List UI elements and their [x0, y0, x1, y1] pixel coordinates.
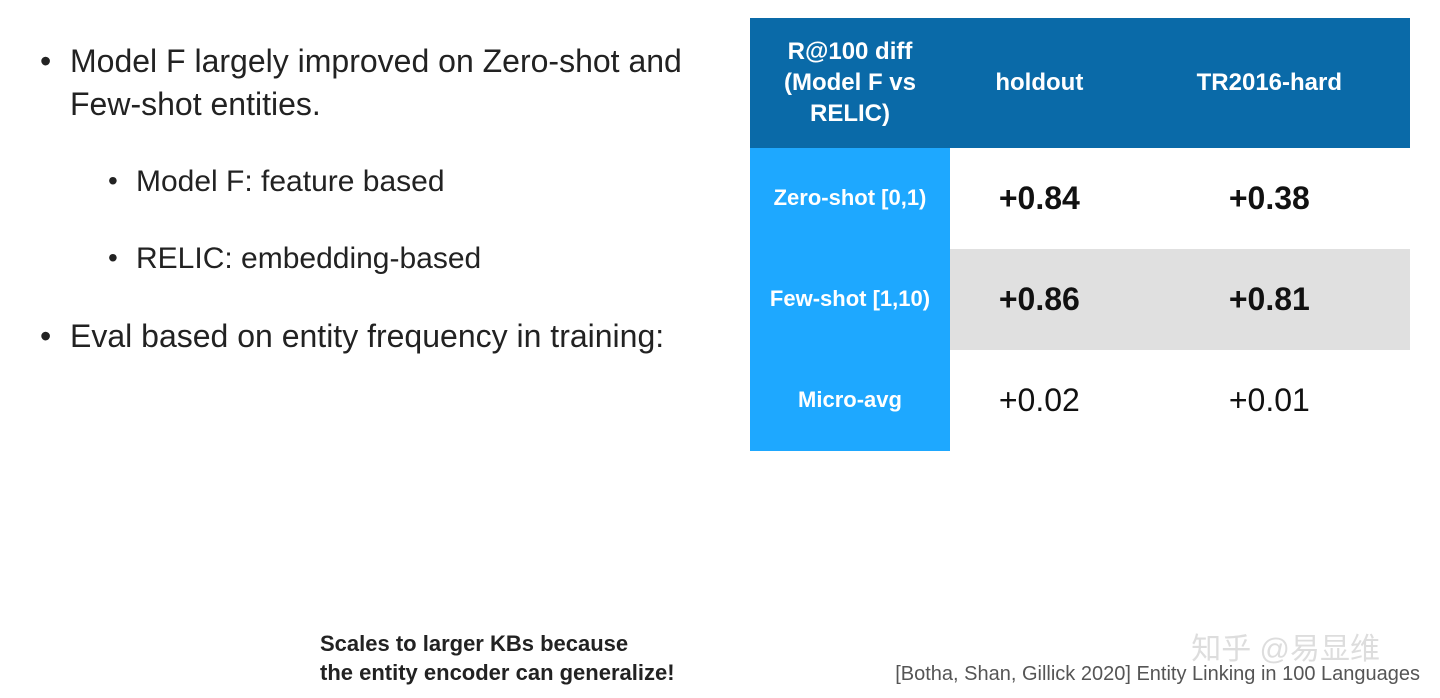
table-row: Few-shot [1,10) +0.86 +0.81: [750, 249, 1410, 350]
cell-few-holdout: +0.86: [950, 249, 1129, 350]
caption-line2: the entity encoder can generalize!: [320, 658, 675, 688]
citation: [Botha, Shan, Gillick 2020] Entity Linki…: [895, 663, 1420, 686]
row-label-micro: Micro-avg: [750, 350, 950, 451]
caption: Scales to larger KBs because the entity …: [320, 629, 675, 688]
cell-few-tr: +0.81: [1129, 249, 1410, 350]
cell-micro-holdout: +0.02: [950, 350, 1129, 451]
col-tr2016: TR2016-hard: [1129, 18, 1410, 148]
cell-micro-tr: +0.01: [1129, 350, 1410, 451]
col-metric: R@100 diff (Model F vs RELIC): [750, 18, 950, 148]
bullet-panel: Model F largely improved on Zero-shot an…: [0, 0, 750, 698]
bullet-1: Model F largely improved on Zero-shot an…: [40, 40, 730, 279]
table-header-row: R@100 diff (Model F vs RELIC) holdout TR…: [750, 18, 1410, 148]
table-row: Micro-avg +0.02 +0.01: [750, 350, 1410, 451]
row-label-few: Few-shot [1,10): [750, 249, 950, 350]
row-label-zero: Zero-shot [0,1): [750, 148, 950, 249]
table-row: Zero-shot [0,1) +0.84 +0.38: [750, 148, 1410, 249]
cell-zero-tr: +0.38: [1129, 148, 1410, 249]
results-table: R@100 diff (Model F vs RELIC) holdout TR…: [750, 18, 1410, 451]
cell-zero-holdout: +0.84: [950, 148, 1129, 249]
subbullet-1: Model F: feature based: [108, 162, 730, 203]
table-panel: R@100 diff (Model F vs RELIC) holdout TR…: [750, 0, 1440, 698]
caption-line1: Scales to larger KBs because: [320, 629, 675, 659]
col-holdout: holdout: [950, 18, 1129, 148]
bullet-1-text: Model F largely improved on Zero-shot an…: [70, 43, 682, 122]
bullet-2: Eval based on entity frequency in traini…: [40, 315, 730, 358]
subbullet-2: RELIC: embedding-based: [108, 239, 730, 280]
